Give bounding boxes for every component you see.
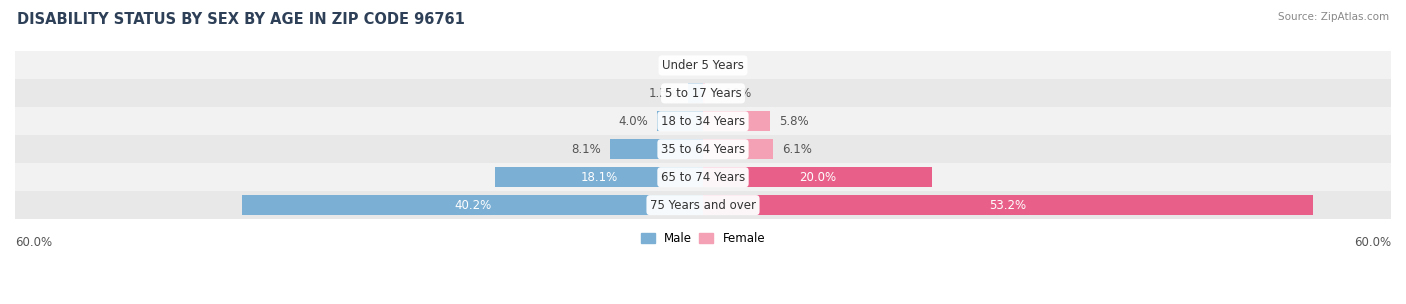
Text: Source: ZipAtlas.com: Source: ZipAtlas.com — [1278, 12, 1389, 22]
Legend: Male, Female: Male, Female — [636, 228, 770, 250]
Bar — [15, 51, 1391, 79]
Bar — [703, 167, 932, 187]
Text: 5 to 17 Years: 5 to 17 Years — [665, 87, 741, 100]
Bar — [15, 191, 1391, 219]
Text: 8.1%: 8.1% — [571, 143, 600, 156]
Text: 60.0%: 60.0% — [1354, 236, 1391, 249]
Bar — [15, 163, 1391, 191]
Bar — [495, 167, 703, 187]
Text: 20.0%: 20.0% — [799, 171, 837, 184]
Text: 65 to 74 Years: 65 to 74 Years — [661, 171, 745, 184]
Bar — [15, 107, 1391, 135]
Text: 5.8%: 5.8% — [779, 115, 808, 128]
Text: 75 Years and over: 75 Years and over — [650, 199, 756, 212]
Bar — [657, 111, 703, 131]
Text: 60.0%: 60.0% — [15, 236, 52, 249]
Bar — [703, 195, 1313, 215]
Text: 0.19%: 0.19% — [714, 87, 752, 100]
Text: DISABILITY STATUS BY SEX BY AGE IN ZIP CODE 96761: DISABILITY STATUS BY SEX BY AGE IN ZIP C… — [17, 12, 465, 27]
Bar — [15, 79, 1391, 107]
Bar — [15, 135, 1391, 163]
Text: 0.0%: 0.0% — [713, 59, 742, 72]
Bar — [688, 83, 703, 103]
Text: Under 5 Years: Under 5 Years — [662, 59, 744, 72]
Text: 40.2%: 40.2% — [454, 199, 491, 212]
Bar — [703, 83, 706, 103]
Bar — [242, 195, 703, 215]
Text: 1.3%: 1.3% — [650, 87, 679, 100]
Text: 0.0%: 0.0% — [664, 59, 693, 72]
Bar — [610, 139, 703, 159]
Text: 35 to 64 Years: 35 to 64 Years — [661, 143, 745, 156]
Text: 53.2%: 53.2% — [990, 199, 1026, 212]
Text: 6.1%: 6.1% — [782, 143, 813, 156]
Text: 18.1%: 18.1% — [581, 171, 617, 184]
Bar — [703, 111, 769, 131]
Text: 18 to 34 Years: 18 to 34 Years — [661, 115, 745, 128]
Bar — [703, 139, 773, 159]
Text: 4.0%: 4.0% — [619, 115, 648, 128]
